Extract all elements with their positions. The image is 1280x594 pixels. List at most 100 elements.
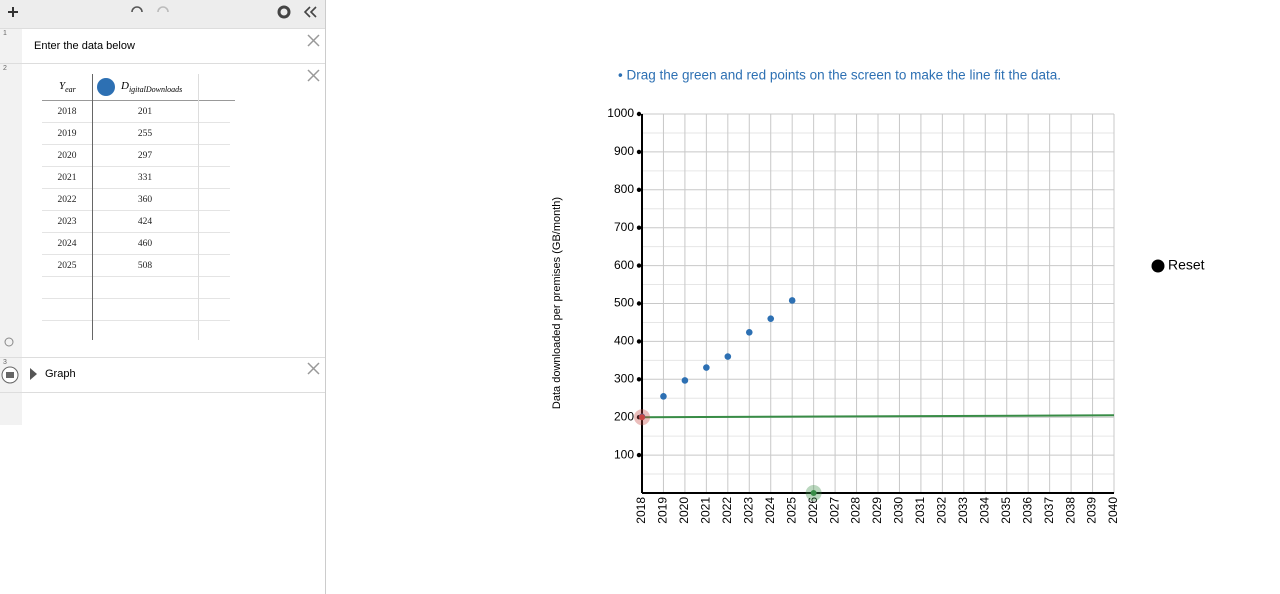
add-button[interactable] [8,7,18,17]
y-tick-label: 300 [614,371,634,385]
y-tick-mark [636,263,642,268]
expression-panel [0,0,325,594]
x-tick-label: 2027 [827,497,841,524]
data-point [788,297,796,304]
column-header: DigitalDownloads [120,80,182,94]
y-tick-mark [636,225,642,230]
data-point [745,329,753,336]
y-tick-label: 1000 [607,106,634,120]
data-point [660,393,667,400]
handle-point[interactable] [639,414,645,421]
y-tick-mark [636,111,642,117]
handle-point[interactable] [810,490,817,496]
table-cell: 331 [138,173,153,183]
header-symbol: Y [59,80,67,92]
reset-dot[interactable] [1151,259,1165,273]
y-tick-mark [636,149,642,155]
x-tick-label: 2032 [935,497,949,524]
x-tick-label: 2033 [956,497,970,524]
column-header: Year [59,80,77,94]
x-tick-label: 2030 [892,497,906,524]
x-tick-label: 2031 [913,497,927,524]
table-cell: 2018 [58,107,77,117]
data-point [767,315,775,322]
gutter [0,28,22,425]
table-cell: 424 [138,217,153,227]
header-symbol: D [120,80,129,92]
item-dividers [0,28,325,393]
data-point [681,377,689,384]
column-icon [97,78,115,96]
y-tick-label: 600 [614,258,634,272]
x-tick-label: 2026 [806,497,820,524]
data-table: Year DigitalDownloads 2018 201 2019 255 2020 29… [42,74,235,340]
y-tick-label: 400 [614,334,634,348]
table-cell: 2025 [58,261,77,271]
y-tick-label: 500 [614,296,634,310]
x-tick-label: 2022 [720,497,734,524]
x-tick-label: 2018 [634,497,648,524]
table-cell: 2020 [58,151,77,161]
table-cell: 460 [138,239,153,249]
y-tick-label: 800 [614,182,634,196]
x-tick-label: 2021 [699,497,713,524]
table-cell: 360 [138,195,153,205]
folder-toggle[interactable] [30,368,37,380]
header-subscript: ear [65,85,77,94]
zoom-icon[interactable] [4,337,14,347]
table-cell: 2023 [58,217,77,227]
y-tick-label: 700 [614,220,634,234]
settings-button[interactable] [277,5,291,19]
table-cell: 2024 [58,239,77,249]
x-tick-label: 2024 [763,497,777,524]
table-cell: 297 [138,151,153,161]
x-tick-label: 2028 [849,497,863,524]
table-cell: 508 [138,261,153,271]
fit-line [641,414,1115,419]
graph: 100 200 300 400 500 600 700 800 900 1000 2018 2019 2… [607,106,1120,524]
delete-buttons[interactable] [307,34,320,375]
x-tick-label: 2035 [999,497,1013,524]
table-cell: 2021 [58,173,77,183]
y-tick-label: 200 [614,409,634,423]
folder-title: Graph [45,368,76,380]
x-tick-label: 2037 [1042,497,1056,524]
table-cell: 2022 [58,195,77,205]
collapse-button[interactable] [303,6,317,18]
y-tick-mark [636,377,642,382]
x-tick-label: 2040 [1106,497,1120,524]
folder-glyph [6,372,14,378]
y-tick-mark [636,301,642,306]
x-tick-label: 2034 [977,497,991,524]
y-tick-label: 100 [614,447,634,461]
x-tick-label: 2036 [1020,497,1034,524]
x-tick-label: 2039 [1085,497,1099,524]
y-tick-label: 900 [614,144,634,158]
redo-button[interactable] [157,6,169,13]
x-tick-label: 2020 [677,497,691,524]
toolbar [0,0,325,28]
y-axis-label: Data downloaded per premises (GB/month) [551,197,563,409]
note-text: Enter the data below [34,40,135,52]
item-number: 3 [3,359,7,366]
y-tick-mark [636,339,642,344]
instruction: • Drag the green and red points on the s… [618,68,1061,83]
x-tick-label: 2023 [741,497,755,524]
table-cell: 201 [138,107,153,117]
x-tick-label: 2025 [784,497,798,524]
item-number: 2 [3,65,7,72]
data-point [724,353,732,360]
x-tick-label: 2029 [870,497,884,524]
undo-button[interactable] [131,6,143,13]
item-number: 1 [3,30,7,37]
data-point [703,364,710,371]
y-tick-mark [636,452,642,458]
x-tick-label: 2019 [656,497,670,524]
x-tick-label: 2038 [1063,497,1077,524]
table-cell: 2019 [58,129,77,139]
y-tick-mark [636,187,642,192]
reset-button[interactable]: Reset [1168,257,1205,273]
header-subscript: igitalDownloads [129,85,182,94]
